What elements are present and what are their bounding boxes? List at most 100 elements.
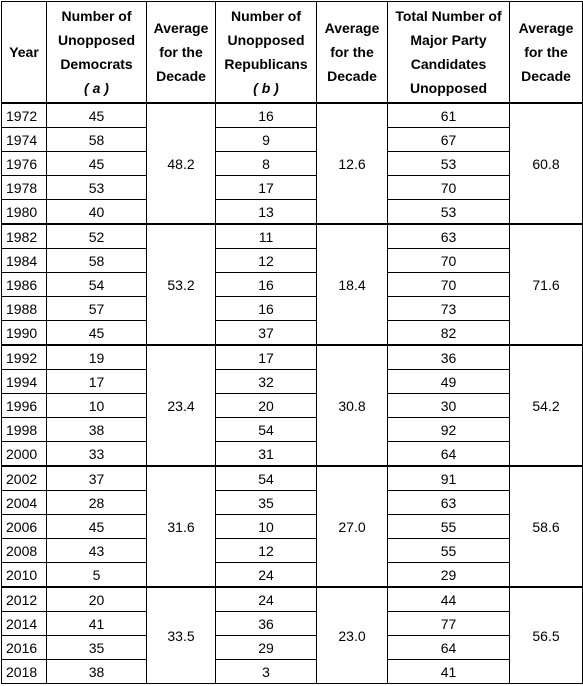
table-cell: 30 [387,393,510,418]
header-text: Number of Unopposed Republicans [224,8,308,72]
average-cell: 30.8 [316,344,388,467]
table-cell: 24 [215,562,317,588]
table-cell: 52 [46,223,147,249]
table-cell: 53 [46,175,147,200]
table-cell: 10 [215,514,317,539]
average-cell: 60.8 [509,102,583,225]
average-cell: 48.2 [146,102,216,225]
table-cell: 41 [387,659,510,684]
table-cell: 37 [46,465,147,491]
table-cell: 43 [46,538,147,563]
average-cell: 18.4 [316,223,388,346]
table-row: 1984 58 12 70 [1,248,583,273]
table-cell: 12 [215,248,317,273]
table-row: 2006 45 10 55 [1,514,583,539]
table-cell: 1992 [1,344,47,370]
table-cell: 36 [387,344,510,370]
table-cell: 77 [387,611,510,636]
table-row: 2008 43 12 55 [1,538,583,563]
table-cell: 82 [387,320,510,346]
table-cell: 9 [215,127,317,152]
header-cell: Average for the Decade [316,1,388,104]
table-cell: 3 [215,659,317,684]
table-row: 1996 10 20 30 [1,393,583,418]
table-cell: 31 [215,441,317,467]
table-cell: 37 [215,320,317,346]
table-cell: 32 [215,369,317,394]
table-cell: 38 [46,659,147,684]
average-cell: 54.2 [509,344,583,467]
table-cell: 19 [46,344,147,370]
table-cell: 1998 [1,417,47,442]
table-cell: 55 [387,538,510,563]
table-cell: 2018 [1,659,47,684]
table-row: 2014 41 36 77 [1,611,583,636]
header-cell: Total Number of Major Party Candidates U… [387,1,510,104]
header-text: Average for the Decade [153,20,209,84]
average-cell: 12.6 [316,102,388,225]
table-cell: 45 [46,320,147,346]
table-row: 2016 35 29 64 [1,635,583,660]
header-row: Year Number of Unopposed Democrats( a ) … [1,1,583,104]
table-row: 1992 19 23.4 17 30.8 36 54.2 [1,344,583,467]
table-cell: 17 [215,344,317,370]
header-cell: Year [1,1,47,104]
header-text: Year [9,44,39,60]
table-cell: 45 [46,514,147,539]
average-cell: 23.0 [316,586,388,684]
table-cell: 73 [387,296,510,321]
table-cell: 44 [387,586,510,612]
average-cell: 58.6 [509,465,583,588]
header-symbol: ( a ) [84,80,109,96]
table-row: 1980 40 13 53 [1,199,583,225]
table-cell: 1980 [1,199,47,225]
table-cell: 1986 [1,272,47,297]
table-row: 1982 52 53.2 11 18.4 63 71.6 [1,223,583,346]
header-text: Total Number of Major Party Candidates U… [395,8,502,96]
table-cell: 1974 [1,127,47,152]
table-cell: 64 [387,635,510,660]
table-cell: 2016 [1,635,47,660]
header-text: Average for the Decade [518,20,574,84]
table-cell: 10 [46,393,147,418]
table-header: Year Number of Unopposed Democrats( a ) … [1,1,583,104]
table-cell: 41 [46,611,147,636]
table-cell: 24 [215,586,317,612]
average-cell: 71.6 [509,223,583,346]
table-cell: 16 [215,272,317,297]
table-cell: 92 [387,417,510,442]
average-cell: 31.6 [146,465,216,588]
table-cell: 1982 [1,223,47,249]
table-cell: 1972 [1,102,47,128]
table-row: 1972 45 48.2 16 12.6 61 60.8 [1,102,583,225]
table-cell: 1976 [1,151,47,176]
table-cell: 54 [215,417,317,442]
table-row: 2004 28 35 63 [1,490,583,515]
table-cell: 49 [387,369,510,394]
table-cell: 70 [387,175,510,200]
table-cell: 2008 [1,538,47,563]
table-cell: 45 [46,151,147,176]
table-cell: 45 [46,102,147,128]
table-row: 2018 38 3 41 [1,659,583,684]
table-cell: 2000 [1,441,47,467]
table-row: 2010 5 24 29 [1,562,583,588]
table-cell: 16 [215,296,317,321]
table-cell: 1984 [1,248,47,273]
table-cell: 1994 [1,369,47,394]
average-cell: 23.4 [146,344,216,467]
table-row: 1974 58 9 67 [1,127,583,152]
table-row: 1976 45 8 53 [1,151,583,176]
average-cell: 56.5 [509,586,583,684]
table-row: 1988 57 16 73 [1,296,583,321]
table-cell: 63 [387,223,510,249]
table-cell: 40 [46,199,147,225]
table-cell: 57 [46,296,147,321]
table-cell: 58 [46,127,147,152]
table-cell: 64 [387,441,510,467]
table-cell: 70 [387,248,510,273]
table-cell: 61 [387,102,510,128]
table-cell: 38 [46,417,147,442]
table-cell: 2004 [1,490,47,515]
